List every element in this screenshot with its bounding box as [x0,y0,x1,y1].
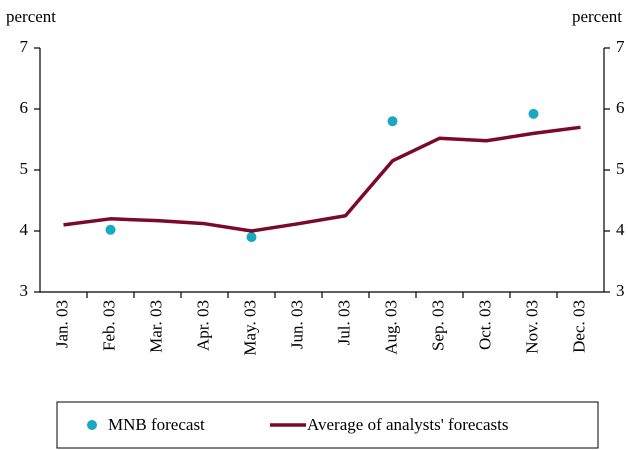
legend-label: Average of analysts' forecasts [307,415,508,434]
line-series [63,125,581,233]
x-tick-label: May. 03 [240,300,259,356]
y2-tick-label: 6 [616,98,625,117]
legend-label: MNB forecast [108,415,205,434]
scatter-point [105,224,116,235]
x-tick-label: Dec. 03 [569,300,588,353]
y2-tick-label: 4 [616,220,625,239]
legend-marker [87,420,97,430]
x-tick-label: Apr. 03 [193,300,212,351]
y-tick-label: 3 [20,281,29,300]
y-tick-label: 6 [20,98,29,117]
x-tick-label: Mar. 03 [146,300,165,353]
y-tick-label: 5 [20,159,29,178]
x-tick-label: Oct. 03 [475,300,494,350]
y-tick-label: 7 [20,37,29,56]
x-tick-label: Sep. 03 [428,300,447,351]
y-tick-label: 4 [20,220,29,239]
scatter-point [528,108,539,119]
scatter-point [246,232,257,243]
y2-tick-label: 7 [616,37,625,56]
y2-axis-label: percent [572,7,622,26]
x-tick-label: Jun. 03 [287,300,306,349]
x-tick-label: Aug. 03 [381,300,400,355]
x-tick-label: Nov. 03 [522,300,541,354]
scatter-point [387,116,398,127]
y-axis-label: percent [6,7,56,26]
x-tick-label: Jan. 03 [52,300,71,348]
y2-tick-label: 3 [616,281,625,300]
legend-box [56,401,599,449]
x-tick-label: Feb. 03 [99,300,118,351]
x-tick-label: Jul. 03 [334,300,353,345]
y2-tick-label: 5 [616,159,625,178]
